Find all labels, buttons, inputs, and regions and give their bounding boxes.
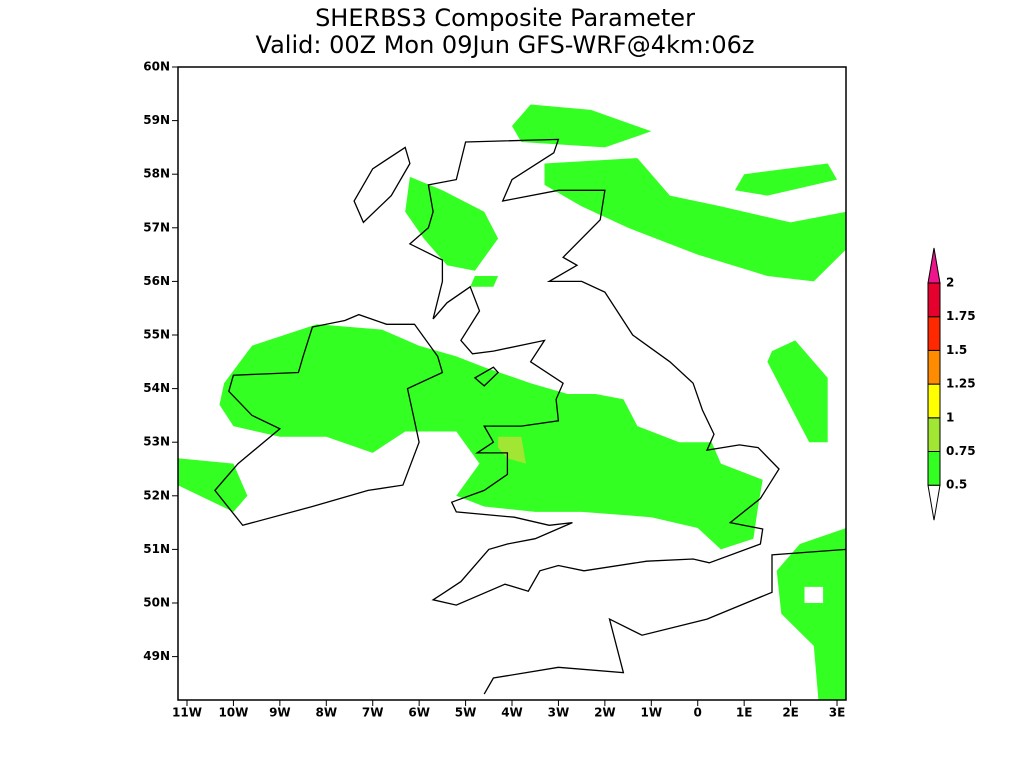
colorbar: 0.5 0.75 1 1.25 1.5 1.75 2 <box>927 247 976 521</box>
lon-label: 0 <box>694 706 702 720</box>
lon-label: 5W <box>455 706 477 720</box>
lat-label: 57N <box>143 220 170 234</box>
lat-label: 59N <box>143 113 170 127</box>
lon-label: 11W <box>172 706 202 720</box>
colorbar-low <box>927 484 941 521</box>
title-line: Valid: 00Z Mon 09Jun GFS-WRF@4km:06z <box>256 31 755 59</box>
lat-label: 60N <box>143 60 170 74</box>
title-line: SHERBS3 Composite Parameter <box>315 4 695 32</box>
field-area <box>405 176 499 271</box>
field-area <box>512 104 652 148</box>
colorbar-segment <box>927 316 941 351</box>
coast-line <box>483 548 847 695</box>
colorbar-label: 0.5 <box>946 478 967 492</box>
colorbar-segment <box>927 349 941 385</box>
axis-labels: 60N 59N 58N 57N 56N 55N 54N 53N 52N 51N 50N 49N 11W 1… <box>143 60 845 720</box>
lon-label: 1E <box>736 706 753 720</box>
lon-label: 10W <box>218 706 248 720</box>
lon-label: 2E <box>782 706 799 720</box>
colorbar-segment <box>927 282 941 318</box>
colorbar-label: 0.75 <box>946 444 976 458</box>
field-area <box>498 436 526 464</box>
colorbar-label: 1.75 <box>946 309 976 323</box>
lat-label: 50N <box>143 596 170 610</box>
colorbar-label: 1 <box>946 410 954 424</box>
lon-label: 3E <box>829 706 846 720</box>
lon-label: 3W <box>548 706 570 720</box>
lon-label: 1W <box>641 706 663 720</box>
lat-label: 52N <box>143 488 170 502</box>
lat-label: 55N <box>143 328 170 342</box>
lon-label: 6W <box>408 706 430 720</box>
coast-line <box>214 313 444 527</box>
colorbar-segment <box>927 417 941 452</box>
lat-label: 58N <box>143 167 170 181</box>
lon-label: 9W <box>269 706 291 720</box>
field-area <box>767 340 828 443</box>
lat-label: 54N <box>143 381 170 395</box>
coastline <box>214 138 847 695</box>
lat-label: 53N <box>143 435 170 449</box>
lat-label: 56N <box>143 274 170 288</box>
lon-label: 4W <box>501 706 523 720</box>
colorbar-segment <box>927 451 941 486</box>
colorbar-label: 1.5 <box>946 343 967 357</box>
lat-label: 51N <box>143 542 170 556</box>
field-area <box>470 276 499 287</box>
coast-line <box>473 366 500 387</box>
parameter-field <box>177 104 847 700</box>
field-hole <box>804 586 824 603</box>
colorbar-high <box>927 247 941 284</box>
coast-line <box>353 146 411 224</box>
field-area <box>776 528 847 700</box>
lon-label: 2W <box>594 706 616 720</box>
lon-label: 8W <box>315 706 337 720</box>
lat-label: 49N <box>143 649 170 663</box>
colorbar-label: 2 <box>946 276 954 290</box>
field-area <box>219 324 763 550</box>
colorbar-segment <box>927 383 941 419</box>
field-area <box>734 163 837 196</box>
field-area <box>177 458 248 512</box>
field-area <box>544 158 847 282</box>
coast-line <box>408 138 780 606</box>
lon-label: 7W <box>362 706 384 720</box>
colorbar-label: 1.25 <box>946 377 976 391</box>
